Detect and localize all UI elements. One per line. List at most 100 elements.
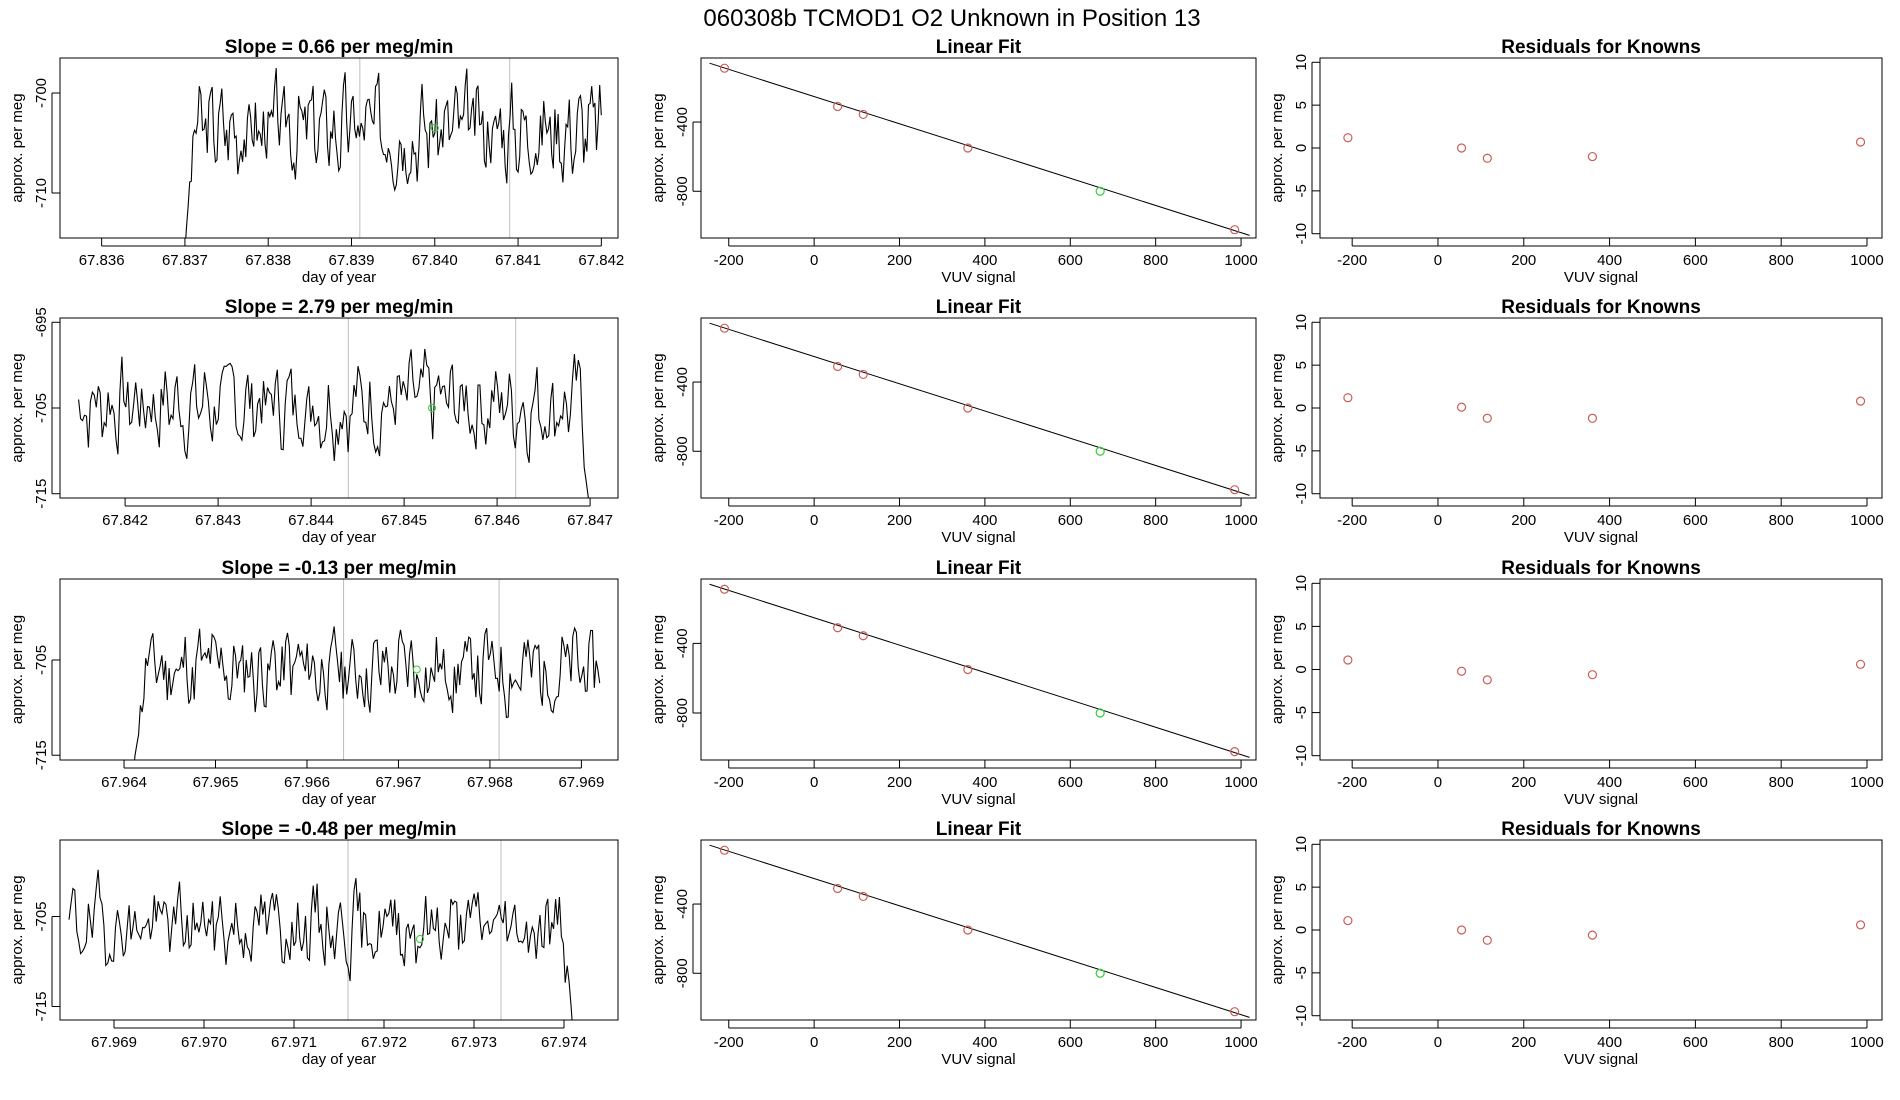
known-point [833, 883, 843, 894]
panel-title: Linear Fit [936, 819, 1022, 840]
data-trace-line [134, 626, 601, 760]
unknown-point [1095, 446, 1105, 456]
x-tick-label: 0 [1434, 1034, 1442, 1051]
x-tick-label: 0 [810, 252, 818, 269]
x-tick-label: 67.974 [541, 1034, 587, 1051]
known-point [963, 403, 973, 413]
fit-line [709, 583, 1250, 758]
x-tick-label: 67.838 [245, 252, 291, 269]
x-tick-label: 1000 [1224, 252, 1257, 269]
y-tick-label: -800 [674, 436, 691, 466]
known-point [858, 891, 868, 902]
y-tick-label: 0 [1293, 665, 1310, 673]
plot-area [1343, 915, 1866, 945]
known-point [833, 623, 843, 633]
panel-title: Slope = -0.13 per meg/min [222, 558, 457, 579]
plot-frame [1319, 578, 1883, 761]
known-point [833, 101, 843, 112]
x-tick-label: 67.969 [558, 774, 604, 791]
plot-frame [700, 317, 1257, 499]
x-tick-label: 400 [972, 1034, 997, 1051]
plot-frame [1319, 317, 1883, 499]
x-tick-label: 67.840 [412, 252, 458, 269]
y-tick-label: -400 [674, 367, 691, 397]
x-tick-label: 800 [1143, 512, 1168, 529]
y-tick-label: 10 [1293, 314, 1310, 331]
x-axis-label: VUV signal [941, 529, 1015, 546]
x-tick-label: -200 [1337, 512, 1367, 529]
x-axis-label: VUV signal [1564, 269, 1638, 286]
x-tick-label: 200 [887, 1034, 912, 1051]
unknown-point [1095, 708, 1105, 718]
panel-r2-c3: Residuals for Knowns-200 0 200 400 600 800 100… [1269, 297, 1884, 546]
residual-point [1482, 413, 1492, 423]
y-tick-label: 0 [1293, 926, 1310, 934]
x-tick-label: 600 [1683, 252, 1708, 269]
plot-frame [1319, 839, 1883, 1021]
x-tick-label: 67.845 [381, 512, 427, 529]
y-tick-label: 10 [1293, 575, 1310, 592]
y-axis-label: approx. per meg [650, 93, 667, 202]
x-tick-label: 600 [1683, 512, 1708, 529]
x-tick-label: 67.970 [181, 1034, 227, 1051]
y-tick-label: -10 [1293, 745, 1310, 767]
residual-point [1587, 930, 1598, 940]
residual-point [1482, 153, 1492, 163]
y-tick-label: -800 [674, 958, 691, 988]
x-tick-label: 67.968 [467, 774, 513, 791]
x-tick-label: 800 [1143, 252, 1168, 269]
residual-point [1482, 935, 1492, 945]
plot-area [78, 318, 589, 498]
x-axis-label: VUV signal [941, 269, 1015, 286]
panel-title: Slope = 2.79 per meg/min [225, 297, 454, 318]
x-tick-label: 400 [972, 252, 997, 269]
residual-point [1456, 143, 1467, 153]
figure-title: 060308b TCMOD1 O2 Unknown in Position 13 [703, 5, 1200, 32]
y-tick-label: -5 [1293, 706, 1310, 719]
plot-frame [59, 578, 619, 761]
panel-r1-c1: Slope = 0.66 per meg/min 67.836 67.837 67.8… [9, 37, 624, 286]
y-tick-label: 5 [1293, 883, 1310, 891]
x-tick-label: 67.846 [474, 512, 520, 529]
y-tick-label: -700 [33, 78, 50, 108]
plot-frame [1319, 57, 1883, 239]
y-tick-label: -400 [674, 889, 691, 919]
x-axis-label: VUV signal [941, 1051, 1015, 1068]
x-axis-label: VUV signal [941, 791, 1015, 808]
x-axis-label: VUV signal [1564, 1051, 1638, 1068]
x-tick-label: 67.847 [567, 512, 613, 529]
x-tick-label: 0 [1434, 252, 1442, 269]
known-point [1230, 747, 1240, 757]
residual-point [1456, 925, 1467, 935]
x-tick-label: 800 [1143, 1034, 1168, 1051]
fit-line [709, 322, 1250, 496]
y-tick-label: -705 [33, 645, 50, 675]
x-axis-label: VUV signal [1564, 529, 1638, 546]
plot-area [1343, 393, 1866, 423]
plot-frame [59, 317, 619, 499]
panel-r3-c3: Residuals for Knowns-200 0 200 400 600 800 100… [1269, 558, 1884, 808]
x-tick-label: 600 [1058, 1034, 1083, 1051]
plot-frame [700, 57, 1257, 239]
y-tick-label: -5 [1293, 444, 1310, 457]
plot-frame [700, 839, 1257, 1021]
x-tick-label: 67.973 [451, 1034, 497, 1051]
y-axis-label: approx. per meg [9, 93, 26, 202]
known-point [963, 143, 973, 153]
x-tick-label: 67.844 [288, 512, 334, 529]
fit-line [709, 844, 1250, 1018]
x-tick-label: 400 [1597, 1034, 1622, 1051]
residual-point [1587, 670, 1598, 680]
plot-area [709, 322, 1250, 496]
known-point [963, 925, 973, 935]
data-trace-line [185, 68, 602, 238]
x-tick-label: -200 [1337, 1034, 1367, 1051]
known-point [719, 63, 730, 73]
panel-r4-c2: Linear Fit -200 0 200 400 600 800 1000 -400 -800 V… [650, 819, 1258, 1068]
x-tick-label: 0 [810, 774, 818, 791]
x-tick-label: 1000 [1224, 512, 1257, 529]
x-tick-label: 400 [1597, 252, 1622, 269]
y-tick-label: -715 [33, 479, 50, 509]
y-tick-label: -400 [674, 628, 691, 658]
known-point [1230, 485, 1240, 495]
